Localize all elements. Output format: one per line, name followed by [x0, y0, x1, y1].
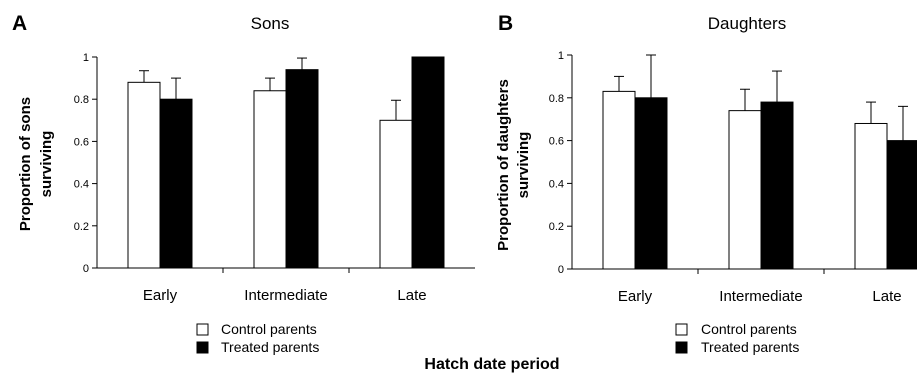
panel-a-ylabel-line1: Proportion of sons	[17, 97, 34, 231]
panel-a-bar-control	[379, 119, 413, 269]
panel-a-bar-treated	[285, 69, 319, 269]
panel-b-bar-control	[854, 122, 888, 270]
panel-b-y-tick-label: 1	[558, 50, 564, 62]
panel-a-y-tick-label: 0.2	[74, 221, 89, 233]
panel-b-category-label: Intermediate	[719, 288, 802, 305]
panel-b-plot: 0 0.2 0.4 0.6 0.8 1 Early Intermediate Late	[549, 50, 917, 305]
panel-b-bar-treated	[634, 97, 668, 270]
panel-a-bar-treated	[159, 98, 193, 269]
panel-a-legend-swatch-treated	[196, 341, 209, 354]
panel-a-ylabel-line2: surviving	[38, 131, 55, 198]
panel-b-category-label: Early	[618, 288, 653, 305]
panel-a-legend-treated: Treated parents	[221, 339, 319, 355]
panel-b-y-tick-label: 0.6	[549, 136, 564, 148]
panel-b-y-tick-label: 0.2	[549, 221, 564, 233]
panel-a-bar-treated	[411, 56, 445, 269]
panel-a-y-tick-label: 0.4	[74, 179, 89, 191]
panel-b-category-label: Late	[872, 288, 901, 305]
panel-a-bar-control	[127, 81, 161, 269]
panel-a-title: Sons	[251, 14, 290, 33]
panel-a-legend-control: Control parents	[221, 321, 317, 337]
panel-a-legend: Control parents Treated parents	[196, 321, 319, 355]
panel-a-legend-swatch-control	[196, 323, 209, 336]
panel-b-bar-treated	[886, 140, 917, 270]
panel-b-legend-swatch-control	[675, 323, 688, 336]
panel-b: B Daughters Proportion of daughters surv…	[495, 12, 917, 355]
panel-b-y-tick-label: 0	[558, 264, 564, 276]
panel-a-y-tick-label: 0.8	[74, 94, 89, 106]
panel-b-bar-control	[602, 90, 636, 270]
panel-a: A Sons Proportion of sons surviving 0 0.2…	[12, 12, 475, 355]
panel-a-letter: A	[12, 12, 27, 35]
panel-a-y-tick-label: 0.6	[74, 136, 89, 148]
figure-xlabel: Hatch date period	[424, 356, 559, 373]
panel-a-bar-control	[253, 90, 287, 269]
panel-b-y-tick-label: 0.8	[549, 93, 564, 105]
panel-b-legend-swatch-treated	[675, 341, 688, 354]
panel-a-plot: 0 0.2 0.4 0.6 0.8 1 Early Intermediate Late	[74, 52, 475, 304]
panel-a-y-tick-label: 0	[83, 263, 89, 275]
panel-a-y-tick-label: 1	[83, 52, 89, 64]
panel-b-y-tick-label: 0.4	[549, 178, 564, 190]
panel-b-legend-control: Control parents	[701, 321, 797, 337]
panel-b-title: Daughters	[708, 14, 786, 33]
panel-a-category-label: Late	[397, 287, 426, 304]
panel-b-ylabel-line2: surviving	[515, 132, 532, 199]
panel-a-category-label: Early	[143, 287, 178, 304]
panel-b-letter: B	[498, 12, 513, 35]
panel-b-bar-control	[728, 110, 762, 270]
panel-b-bar-treated	[760, 101, 794, 270]
panel-b-legend-treated: Treated parents	[701, 339, 799, 355]
panel-b-legend: Control parents Treated parents	[675, 321, 799, 355]
panel-a-category-label: Intermediate	[244, 287, 327, 304]
panel-b-ylabel-line1: Proportion of daughters	[495, 79, 512, 251]
